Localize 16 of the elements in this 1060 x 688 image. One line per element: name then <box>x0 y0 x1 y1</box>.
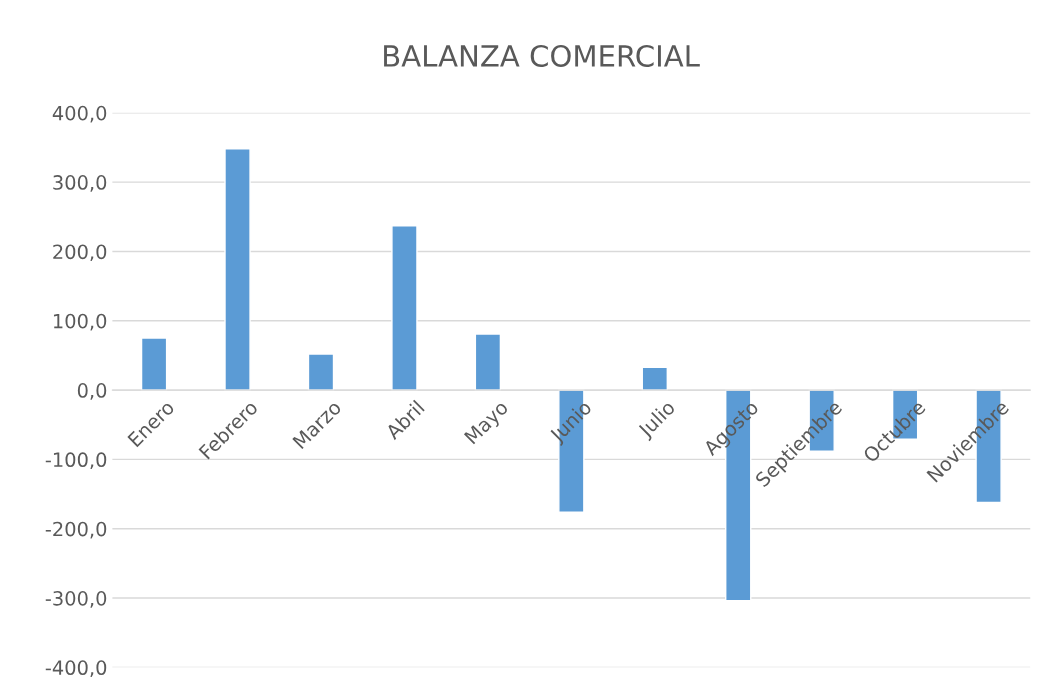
y-tick-label: -300,0 <box>45 591 107 608</box>
bar <box>391 225 418 391</box>
bar <box>474 333 502 391</box>
bar <box>224 148 251 391</box>
y-tick-label: 200,0 <box>53 244 107 262</box>
bar <box>140 337 168 391</box>
y-tick-label: 400,0 <box>52 105 107 123</box>
y-tick-label: 300,0 <box>53 175 107 192</box>
bar <box>641 366 669 391</box>
bar <box>307 353 335 391</box>
y-tick-label: -200,0 <box>45 521 107 539</box>
y-tick-label: 100,0 <box>53 313 107 331</box>
y-tick-label: -100,0 <box>45 452 107 470</box>
chart-title: BALANZA COMERCIAL <box>384 44 700 67</box>
y-tick-label: 0,0 <box>77 383 107 400</box>
y-tick-label: -400,0 <box>45 660 107 678</box>
